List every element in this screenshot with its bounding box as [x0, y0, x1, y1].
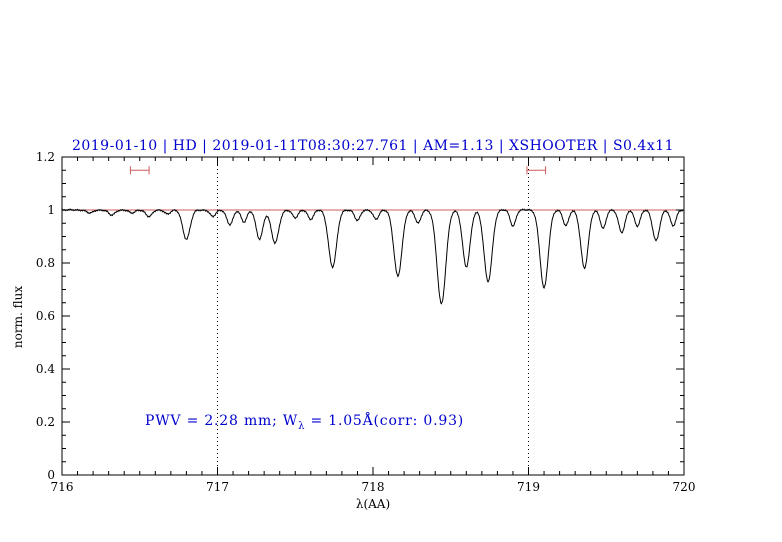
pwv-annotation: PWV = 2.28 mm; Wλ = 1.05Å(corr: 0.93)	[145, 413, 464, 432]
x-axis-label: λ(AA)	[355, 497, 391, 511]
x-tick-label: 720	[673, 480, 696, 494]
x-tick-label: 719	[517, 480, 540, 494]
y-tick-label: 0.8	[36, 256, 55, 270]
x-tick-label: 716	[51, 480, 74, 494]
y-tick-label: 0	[47, 468, 55, 482]
pwv-annotation-pre: PWV = 2.28 mm; W	[145, 413, 299, 429]
y-axis-label: norm. flux	[11, 285, 25, 349]
y-tick-label: 0.4	[36, 362, 55, 376]
pwv-annotation-post: = 1.05Å(corr: 0.93)	[305, 413, 465, 429]
x-tick-label: 718	[362, 480, 385, 494]
spectrum-path	[61, 208, 685, 305]
y-tick-label: 1	[47, 203, 55, 217]
plot-title-text: 2019-01-10 | HD | 2019-01-11T08:30:27.76…	[71, 138, 675, 154]
plot-title: 2019-01-10 | HD | 2019-01-11T08:30:27.76…	[62, 138, 684, 154]
y-tick-label: 1.2	[36, 150, 55, 164]
y-tick-label: 0.6	[36, 309, 55, 323]
y-tick-label: 0.2	[36, 415, 55, 429]
x-tick-label: 717	[206, 480, 229, 494]
pwv-annotation-sub: λ	[298, 420, 306, 432]
